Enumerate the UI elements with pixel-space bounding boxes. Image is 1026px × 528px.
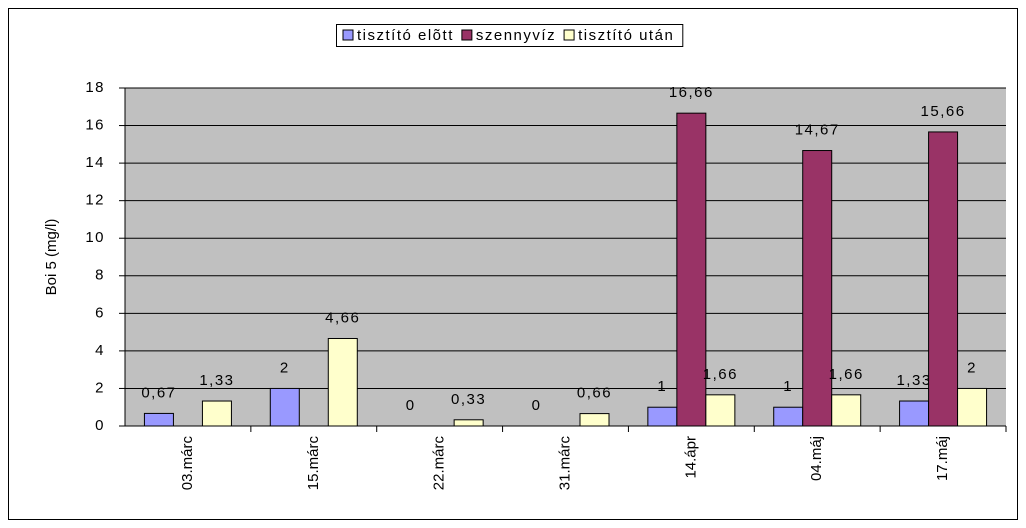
legend-swatch bbox=[342, 29, 354, 41]
data-label: 0,67 bbox=[141, 384, 176, 401]
legend-label: tisztító után bbox=[578, 27, 674, 44]
bar bbox=[453, 419, 484, 427]
bar bbox=[647, 406, 678, 427]
legend-swatch bbox=[563, 29, 575, 41]
bar bbox=[773, 406, 804, 427]
y-tick-label: 10 bbox=[85, 229, 105, 246]
bar bbox=[327, 337, 358, 427]
y-tick-label: 6 bbox=[95, 304, 105, 321]
bar bbox=[928, 131, 959, 427]
data-label: 0,66 bbox=[577, 385, 612, 402]
x-tick-label: 04.máj bbox=[808, 436, 825, 481]
bar bbox=[957, 387, 988, 427]
y-axis-label: Boi 5 (mg/l) bbox=[43, 219, 60, 296]
bar bbox=[269, 387, 300, 427]
data-label: 0 bbox=[406, 397, 416, 414]
y-tick-label: 2 bbox=[95, 379, 105, 396]
y-tick-label: 8 bbox=[95, 267, 105, 284]
data-label: 14,67 bbox=[795, 121, 840, 138]
x-tick-label: 03.márc bbox=[179, 436, 196, 491]
x-tick-label: 31.márc bbox=[556, 436, 573, 491]
x-tick-label: 17.máj bbox=[934, 436, 951, 481]
legend: tisztító elõtt szennyvíz tisztító után bbox=[336, 24, 684, 47]
bar bbox=[802, 150, 833, 427]
x-tick-label: 22.márc bbox=[431, 436, 448, 491]
data-label: 1,33 bbox=[199, 372, 234, 389]
bar bbox=[831, 394, 862, 427]
data-label: 16,66 bbox=[669, 84, 714, 101]
data-label: 1,66 bbox=[703, 366, 738, 383]
legend-label: tisztító elõtt bbox=[357, 27, 454, 44]
y-tick-label: 16 bbox=[85, 117, 105, 134]
data-label: 0,33 bbox=[451, 391, 486, 408]
data-label: 2 bbox=[967, 359, 977, 376]
data-label: 1,33 bbox=[896, 372, 931, 389]
y-tick-label: 18 bbox=[85, 79, 105, 96]
data-label: 1 bbox=[657, 378, 667, 395]
y-tick-label: 14 bbox=[85, 154, 105, 171]
bar bbox=[579, 413, 610, 427]
data-label: 2 bbox=[280, 359, 290, 376]
data-label: 1,66 bbox=[829, 366, 864, 383]
data-label: 4,66 bbox=[325, 309, 360, 326]
bar bbox=[899, 400, 930, 427]
data-label: 1 bbox=[783, 378, 793, 395]
y-tick-label: 0 bbox=[95, 417, 105, 434]
x-tick-label: 15.márc bbox=[305, 436, 322, 491]
y-tick-label: 4 bbox=[95, 342, 105, 359]
bar bbox=[705, 394, 736, 427]
legend-swatch bbox=[461, 29, 473, 41]
bar bbox=[676, 112, 707, 427]
legend-box bbox=[336, 24, 684, 47]
data-label: 15,66 bbox=[921, 103, 966, 120]
y-tick-label: 12 bbox=[85, 192, 105, 209]
plot-area bbox=[125, 88, 1006, 426]
x-tick-label: 14.ápr bbox=[682, 436, 699, 479]
legend-label: szennyvíz bbox=[476, 27, 556, 44]
data-label: 0 bbox=[532, 397, 542, 414]
bar bbox=[143, 412, 174, 427]
bar bbox=[201, 400, 232, 427]
